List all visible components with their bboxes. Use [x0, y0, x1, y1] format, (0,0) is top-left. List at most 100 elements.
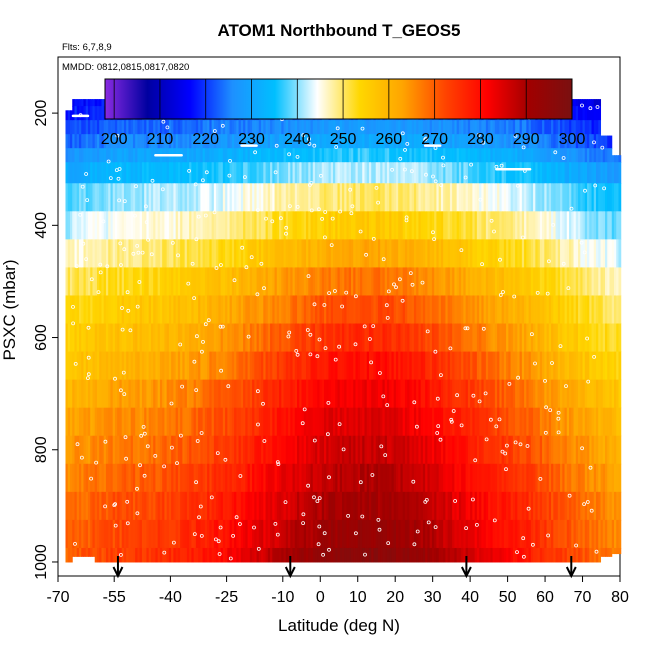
heatmap-cell	[326, 267, 330, 296]
heatmap-cell	[521, 183, 525, 212]
heatmap-cell	[454, 183, 458, 212]
heatmap-cell	[94, 120, 98, 135]
heatmap-cell	[548, 519, 552, 549]
heatmap-cell	[490, 379, 494, 409]
heatmap-cell	[350, 183, 354, 212]
heatmap-cell	[229, 547, 233, 563]
heatmap-cell	[252, 407, 255, 437]
heatmap-cell	[409, 239, 413, 268]
heatmap-cell	[400, 491, 404, 521]
heatmap-cell	[445, 519, 449, 549]
heatmap-cell	[591, 519, 595, 549]
heatmap-cell	[413, 407, 417, 437]
heatmap-cell	[488, 547, 491, 563]
heatmap-cell	[350, 323, 354, 353]
heatmap-cell	[150, 148, 154, 163]
heatmap-cell	[328, 407, 332, 437]
heatmap-cell	[72, 106, 75, 121]
heatmap-cell	[137, 134, 141, 149]
heatmap-cell	[494, 435, 498, 465]
heatmap-cell	[168, 120, 172, 135]
heatmap-cell	[146, 148, 150, 163]
heatmap-cell	[560, 295, 563, 325]
heatmap-cell	[515, 211, 518, 240]
heatmap-cell	[533, 519, 536, 549]
heatmap-cell	[267, 239, 271, 268]
heatmap-cell	[180, 379, 183, 409]
heatmap-cell	[234, 379, 237, 409]
heatmap-cell	[596, 519, 599, 549]
heatmap-cell	[297, 547, 300, 563]
heatmap-cell	[238, 351, 242, 381]
heatmap-cell	[521, 491, 525, 521]
heatmap-cell	[308, 323, 312, 353]
heatmap-cell	[377, 463, 381, 493]
heatmap-cell	[119, 491, 123, 521]
heatmap-cell	[544, 162, 548, 184]
sample-point	[449, 419, 454, 424]
heatmap-cell	[312, 519, 316, 549]
heatmap-cell	[598, 295, 602, 325]
heatmap-cell	[373, 239, 377, 268]
sample-point	[385, 315, 390, 320]
heatmap-cell	[544, 239, 548, 268]
heatmap-cell	[400, 295, 404, 325]
heatmap-cell	[618, 547, 622, 555]
heatmap-cell	[315, 239, 318, 268]
heatmap-cell	[204, 491, 208, 521]
heatmap-cell	[373, 295, 377, 325]
heatmap-cell	[407, 547, 410, 563]
heatmap-cell	[141, 162, 145, 184]
heatmap-cell	[431, 323, 435, 353]
heatmap-cell	[245, 351, 249, 381]
heatmap-cell	[362, 295, 365, 325]
heatmap-cell	[72, 463, 75, 493]
heatmap-cell	[308, 134, 312, 149]
heatmap-cell	[301, 162, 305, 184]
heatmap-cell	[557, 162, 561, 184]
heatmap-cell	[481, 295, 485, 325]
heatmap-cell	[591, 211, 595, 240]
heatmap-cell	[521, 435, 525, 465]
heatmap-cell	[364, 211, 368, 240]
heatmap-cell	[69, 110, 73, 121]
heatmap-cell	[141, 491, 145, 521]
heatmap-cell	[220, 134, 224, 149]
heatmap-cell	[438, 435, 442, 465]
heatmap-cell	[292, 407, 296, 437]
heatmap-cell	[261, 463, 264, 493]
heatmap-cell	[517, 463, 521, 493]
heatmap-cell	[328, 148, 332, 163]
heatmap-cell	[553, 547, 557, 563]
heatmap-cell	[571, 267, 575, 296]
heatmap-cell	[555, 295, 559, 325]
heatmap-cell	[175, 211, 179, 240]
heatmap-cell	[159, 211, 163, 240]
heatmap-cell	[467, 211, 471, 240]
heatmap-cell	[425, 267, 428, 296]
heatmap-cell	[211, 120, 215, 135]
heatmap-cell	[447, 267, 451, 296]
heatmap-cell	[380, 134, 383, 149]
heatmap-cell	[254, 162, 258, 184]
heatmap-cell	[126, 120, 129, 135]
heatmap-cell	[438, 239, 442, 268]
heatmap-cell	[569, 148, 572, 163]
heatmap-cell	[72, 295, 75, 325]
heatmap-cell	[548, 463, 552, 493]
heatmap-cell	[573, 106, 577, 121]
heatmap-cell	[162, 267, 165, 296]
heatmap-cell	[535, 519, 539, 549]
heatmap-cell	[344, 323, 347, 353]
heatmap-cell	[362, 148, 365, 163]
heatmap-cell	[391, 267, 395, 296]
heatmap-cell	[69, 211, 73, 240]
heatmap-cell	[74, 379, 78, 409]
heatmap-cell	[407, 295, 410, 325]
heatmap-cell	[166, 379, 170, 409]
heatmap-cell	[533, 239, 536, 268]
heatmap-cell	[551, 407, 554, 437]
heatmap-cell	[461, 491, 464, 521]
heatmap-cell	[472, 463, 476, 493]
heatmap-cell	[546, 120, 550, 135]
